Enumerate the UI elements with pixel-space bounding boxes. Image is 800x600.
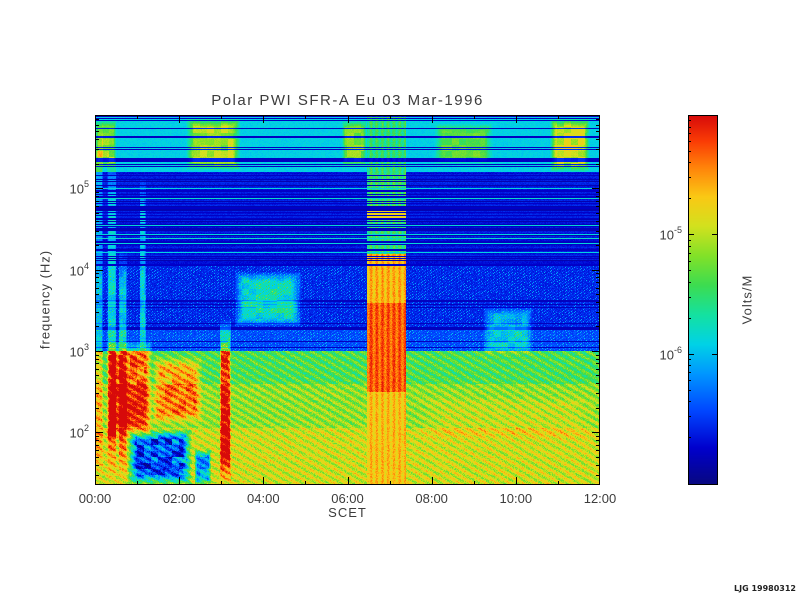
y-axis-label: frequency (Hz) (37, 249, 53, 350)
x-tick-label: 06:00 (331, 491, 364, 506)
spectrogram-canvas (95, 115, 600, 485)
x-tick-label: 04:00 (247, 491, 280, 506)
x-tick-label: 02:00 (162, 491, 196, 506)
x-tick-label: 10:00 (499, 491, 533, 506)
chart-title: Polar PWI SFR-A Eu 03 Mar-1996 (211, 92, 484, 109)
colorbar-tick-label: 10-6 (659, 344, 682, 363)
y-tick-label: 102 (69, 423, 89, 441)
x-tick-label: 08:00 (415, 491, 448, 506)
y-tick-label: 105 (69, 179, 89, 197)
x-axis-label: SCET (328, 505, 367, 520)
colorbar-tick-label: 10-5 (659, 225, 682, 243)
y-tick-label: 103 (69, 341, 89, 360)
colorbar-canvas (688, 115, 718, 485)
x-tick-label: 00:00 (78, 491, 112, 506)
credit-text: LJG 19980312 (734, 584, 796, 593)
colorbar-label: Volts/M (739, 274, 755, 325)
x-tick-label: 12:00 (583, 491, 617, 506)
y-tick-label: 104 (69, 260, 89, 278)
